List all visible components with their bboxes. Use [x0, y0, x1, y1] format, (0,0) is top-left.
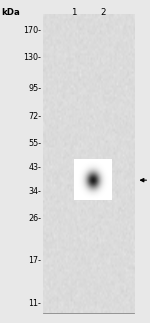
Text: 130-: 130- — [23, 53, 41, 62]
Text: 1: 1 — [71, 8, 76, 17]
Text: 55-: 55- — [28, 139, 41, 148]
Bar — [43, 15, 134, 313]
Text: 95-: 95- — [28, 84, 41, 93]
Text: kDa: kDa — [2, 8, 20, 17]
Text: 17-: 17- — [28, 256, 41, 265]
Text: 170-: 170- — [23, 26, 41, 35]
Text: 2: 2 — [101, 8, 106, 17]
Text: 26-: 26- — [28, 214, 41, 223]
Text: 72-: 72- — [28, 112, 41, 121]
Text: 34-: 34- — [28, 187, 41, 196]
Text: 43-: 43- — [28, 163, 41, 172]
Text: 11-: 11- — [28, 299, 41, 308]
